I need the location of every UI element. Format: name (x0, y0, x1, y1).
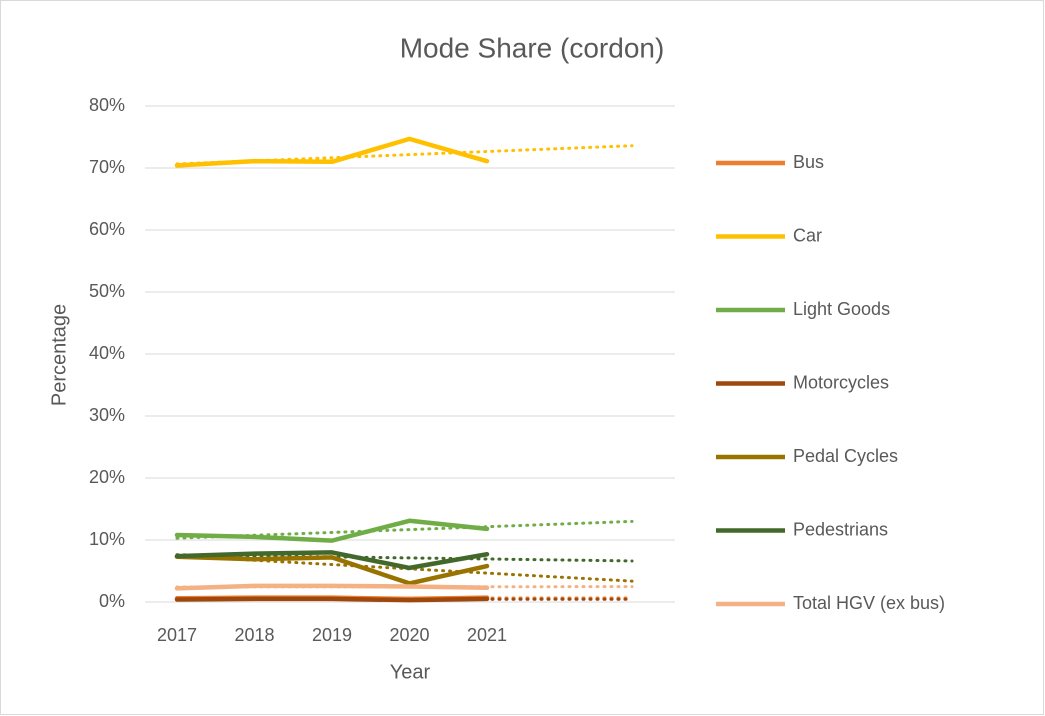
x-tick-label: 2017 (157, 625, 197, 645)
legend-label: Pedal Cycles (793, 446, 898, 466)
x-tick-label: 2018 (234, 625, 274, 645)
y-tick-label: 0% (99, 591, 125, 611)
series-line (174, 518, 490, 543)
series-line (174, 136, 490, 168)
series-line (174, 550, 490, 571)
y-tick-label: 80% (89, 95, 125, 115)
legend-label: Total HGV (ex bus) (793, 593, 945, 613)
y-axis-label: Percentage (48, 304, 70, 406)
y-tick-label: 20% (89, 467, 125, 487)
legend-label: Motorcycles (793, 372, 889, 392)
legend-label: Car (793, 225, 822, 245)
y-tick-label: 10% (89, 529, 125, 549)
legend-label: Pedestrians (793, 519, 888, 539)
series-line (174, 554, 490, 586)
y-tick-label: 70% (89, 157, 125, 177)
y-tick-label: 50% (89, 281, 125, 301)
x-tick-label: 2020 (389, 625, 429, 645)
y-tick-label: 60% (89, 219, 125, 239)
x-tick-label: 2019 (312, 625, 352, 645)
y-tick-label: 30% (89, 405, 125, 425)
x-axis-label: Year (390, 661, 431, 683)
legend-label: Light Goods (793, 299, 890, 319)
legend-label: Bus (793, 152, 824, 172)
x-tick-label: 2021 (467, 625, 507, 645)
series-line (174, 583, 490, 591)
y-tick-label: 40% (89, 343, 125, 363)
series-line (174, 596, 490, 603)
chart-title: Mode Share (cordon) (400, 32, 665, 63)
